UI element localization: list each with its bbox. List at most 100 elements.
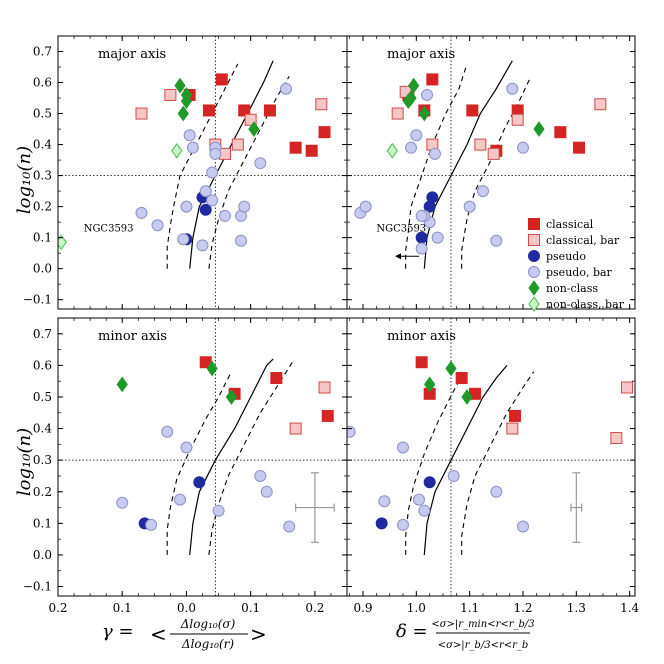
- annotation-arrow-head: [395, 253, 401, 260]
- data-point: [386, 142, 398, 159]
- y-tick-label: −0.1: [23, 293, 52, 307]
- x-tick-label: 0.9: [353, 601, 372, 615]
- data-point: [397, 441, 409, 454]
- data-point: [206, 194, 219, 207]
- series-non-class: [402, 77, 545, 137]
- data-point: [423, 200, 436, 213]
- panel-bottom-right: minor axis 0.9 1.0 1.1 1.2 1.3 1.4: [346, 317, 640, 615]
- y-tick-label: 0.5: [33, 390, 52, 404]
- data-point: [215, 73, 228, 86]
- series-pseudo: [375, 476, 436, 530]
- data-point: [415, 356, 428, 369]
- delta-denominator: <σ>|r_b/3<r<r_b: [438, 640, 529, 651]
- data-point: [397, 518, 409, 531]
- curve-dashed-right: [208, 76, 290, 269]
- series-pseudo: [415, 191, 439, 244]
- data-point: [315, 98, 328, 111]
- data-point: [318, 381, 331, 394]
- data-point: [199, 203, 212, 216]
- panel-top-left: NGC3593 major axis −0.1 0.0 0.1 0.2 0.3 0.4 0.5 0…: [23, 35, 348, 310]
- data-point: [610, 432, 623, 445]
- data-point: [177, 105, 189, 122]
- data-point: [477, 185, 489, 198]
- data-point: [164, 88, 177, 101]
- y-tick-label: 0.4: [33, 422, 52, 436]
- y-tick-label: 0.2: [33, 200, 52, 214]
- data-point: [263, 104, 276, 117]
- panel-frame: [346, 35, 636, 310]
- series-non-class: [424, 360, 473, 405]
- series-pseudo-bar: [347, 425, 529, 533]
- plot-area: [347, 318, 635, 596]
- delta-symbol: δ =: [396, 621, 428, 642]
- x-tick-label: 0.1: [113, 601, 132, 615]
- data-point: [594, 98, 607, 111]
- curve-dashed-right: [208, 361, 293, 555]
- gamma-denominator: Δlog₁₀(r): [181, 637, 234, 651]
- data-point: [279, 82, 292, 95]
- series-non-class: [174, 77, 260, 137]
- data-point: [413, 493, 425, 506]
- legend-label: classical, bar: [546, 234, 620, 247]
- y-axis-title-top: log₁₀(n): [14, 146, 35, 214]
- data-point: [231, 138, 244, 151]
- data-point: [305, 144, 318, 157]
- data-point: [161, 425, 174, 438]
- legend-label: classical: [546, 218, 594, 231]
- data-point: [490, 234, 503, 247]
- data-point: [408, 77, 420, 94]
- series-pseudo-bar: [116, 425, 296, 533]
- data-point: [318, 126, 331, 139]
- plot-area: NGC3593: [347, 36, 635, 309]
- data-point: [180, 200, 193, 213]
- y-tick-label: 0.5: [33, 107, 52, 121]
- data-point: [463, 200, 476, 213]
- data-point: [554, 126, 567, 139]
- data-point: [58, 234, 67, 251]
- annotation-label: NGC3593: [84, 223, 134, 234]
- error-bar: [570, 472, 583, 543]
- x-axis-title-right: δ = <σ>|r_min<r<r_b/3 <σ>|r_b/3<r<r_b: [396, 619, 535, 651]
- data-point: [218, 209, 231, 222]
- data-point: [206, 166, 219, 179]
- plot-area: [58, 318, 347, 596]
- delta-numerator: <σ>|r_min<r<r_b/3: [431, 619, 534, 630]
- curve-solid: [189, 358, 274, 555]
- data-point: [466, 104, 479, 117]
- legend-label: pseudo, bar: [546, 266, 613, 279]
- legend-item-non-class: non-class: [528, 280, 598, 296]
- data-point: [423, 476, 436, 489]
- y-axis-title-bottom: log₁₀(n): [14, 428, 35, 496]
- data-point: [180, 441, 193, 454]
- data-point: [402, 93, 414, 110]
- panel-title: minor axis: [387, 329, 456, 344]
- series-classical-bar: [506, 381, 633, 445]
- data-point: [445, 360, 457, 377]
- data-point: [238, 104, 251, 117]
- data-point: [455, 372, 468, 385]
- series-non-class-bar: [386, 142, 398, 159]
- y-tick-label: 0.1: [33, 231, 52, 245]
- y-tick-label: 0.2: [33, 485, 52, 499]
- legend-item-pseudo: pseudo: [528, 250, 586, 263]
- data-point: [193, 476, 206, 489]
- data-point: [378, 495, 391, 508]
- series-non-class: [116, 360, 238, 405]
- x-tick-label: 0.2: [305, 601, 324, 615]
- legend-item-classical: classical: [528, 218, 594, 231]
- plot-area: NGC3593: [58, 36, 347, 309]
- data-point: [418, 504, 431, 517]
- legend-marker: [528, 280, 540, 296]
- data-point: [431, 231, 444, 244]
- data-point: [573, 141, 585, 154]
- y-tick-label: 0.3: [33, 169, 52, 183]
- data-point: [621, 381, 633, 394]
- y-tick-label: −0.1: [23, 580, 52, 594]
- data-point: [283, 520, 296, 533]
- data-point: [244, 113, 257, 126]
- curve-solid: [423, 365, 508, 555]
- legend-label: pseudo: [546, 250, 586, 263]
- data-point: [461, 389, 473, 405]
- data-point: [174, 77, 186, 94]
- data-point: [186, 141, 199, 154]
